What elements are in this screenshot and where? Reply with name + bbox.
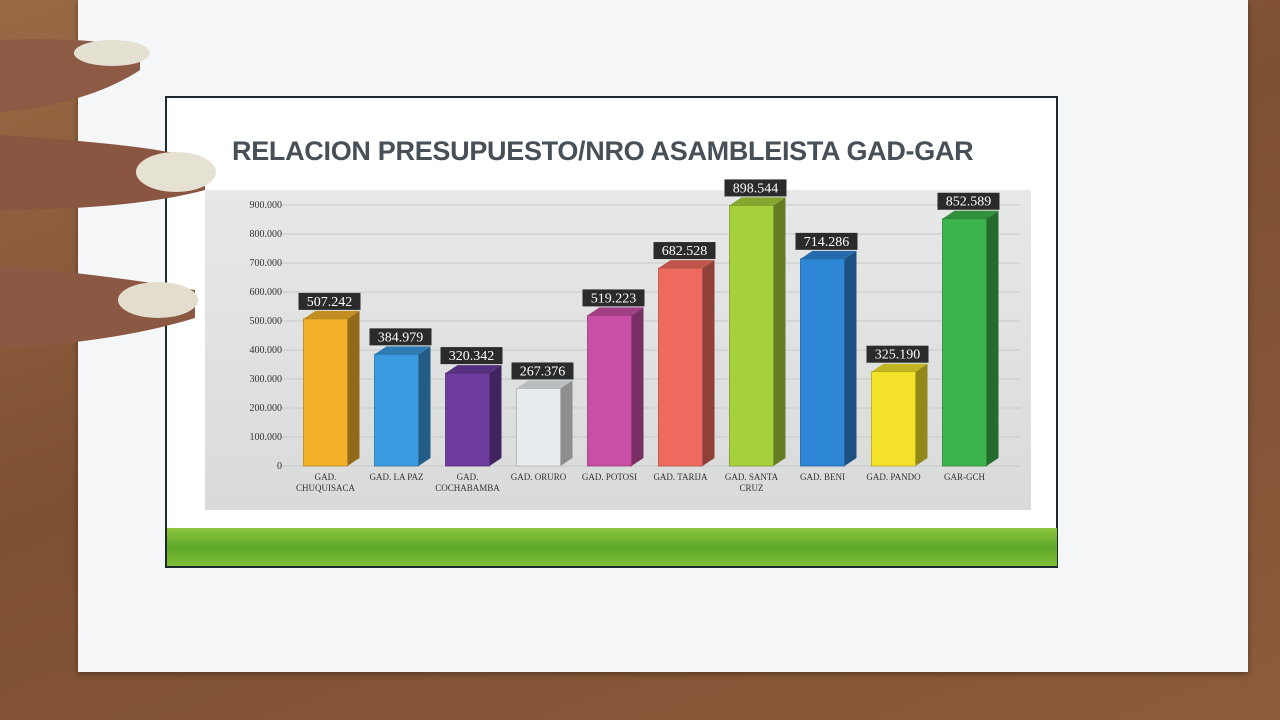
x-tick-label: GAD. BENI	[800, 472, 845, 482]
bar-top	[942, 210, 999, 219]
x-tick-label: GAD. LA PAZ	[370, 472, 424, 482]
chart-title: RELACION PRESUPUESTO/NRO ASAMBLEISTA GAD…	[232, 136, 974, 166]
x-tick-label: CHUQUISACA	[296, 483, 356, 493]
data-label: 325.190	[875, 348, 921, 363]
bar-side	[844, 250, 857, 466]
bar	[445, 372, 490, 467]
x-tick-label: GAD.	[315, 472, 337, 482]
y-tick-label: 600.000	[250, 287, 283, 298]
data-label-box	[724, 179, 787, 197]
fingernail	[136, 152, 216, 192]
data-label-box	[369, 328, 432, 346]
green-footer-band	[167, 528, 1057, 566]
x-tick-label: GAD. TARIJA	[653, 472, 708, 482]
data-label: 267.376	[520, 364, 566, 379]
bar-side	[773, 197, 786, 466]
bar-top	[374, 346, 431, 355]
bar	[800, 258, 845, 467]
bar-side	[702, 260, 715, 466]
data-label: 898.544	[733, 181, 779, 196]
x-tick-label: GAR-GCH	[944, 472, 986, 482]
bar-top	[516, 380, 573, 389]
bar-side	[915, 363, 928, 466]
data-label-box	[866, 345, 929, 363]
y-tick-label: 700.000	[250, 258, 283, 269]
bar-side	[489, 365, 502, 466]
bar-side	[986, 210, 999, 466]
bar	[942, 218, 987, 467]
data-label-box	[937, 192, 1000, 210]
bar	[516, 388, 561, 467]
y-tick-label: 500.000	[250, 316, 283, 327]
y-tick-label: 900.000	[250, 200, 283, 211]
data-label: 852.589	[946, 195, 992, 210]
data-label: 384.979	[378, 330, 424, 345]
y-tick-label: 800.000	[250, 229, 283, 240]
y-tick-label: 400.000	[250, 345, 283, 356]
data-label-box	[440, 347, 503, 365]
y-tick-label: 200.000	[250, 403, 283, 414]
x-tick-label: GAD. ORURO	[511, 472, 567, 482]
bar-top	[445, 365, 502, 374]
y-tick-label: 300.000	[250, 374, 283, 385]
data-label-box	[582, 289, 645, 307]
bar-top	[800, 250, 857, 259]
x-tick-label: COCHABAMBA	[435, 483, 500, 493]
y-tick-label: 0	[277, 461, 282, 472]
bar-side	[631, 307, 644, 466]
y-tick-label: 100.000	[250, 432, 283, 443]
bar-top	[587, 307, 644, 316]
x-tick-label: GAD. SANTA	[725, 472, 779, 482]
bar-top	[871, 363, 928, 372]
bar-side	[418, 346, 431, 466]
data-label: 519.223	[591, 291, 637, 306]
data-label-box	[511, 362, 574, 380]
bar-side	[560, 380, 573, 466]
data-label-box	[298, 292, 361, 310]
bar	[871, 371, 916, 467]
data-label: 682.528	[662, 244, 708, 259]
bar	[729, 205, 774, 467]
x-tick-label: GAD. PANDO	[866, 472, 921, 482]
data-label: 320.342	[449, 349, 495, 364]
bar-top	[658, 260, 715, 269]
data-label-box	[795, 232, 858, 250]
fingernail	[118, 282, 198, 318]
bar-top	[729, 197, 786, 206]
bar	[374, 353, 419, 467]
data-label: 507.242	[307, 295, 353, 310]
bar-side	[347, 310, 360, 466]
data-label: 714.286	[804, 235, 850, 250]
bar	[587, 315, 632, 467]
bar-top	[303, 310, 360, 319]
fingernail	[74, 40, 150, 66]
x-tick-label: GAD. POTOSI	[582, 472, 637, 482]
x-tick-label: CRUZ	[739, 483, 763, 493]
x-tick-label: GAD.	[457, 472, 479, 482]
bar	[303, 318, 348, 467]
data-label-box	[653, 242, 716, 260]
bar	[658, 267, 703, 467]
